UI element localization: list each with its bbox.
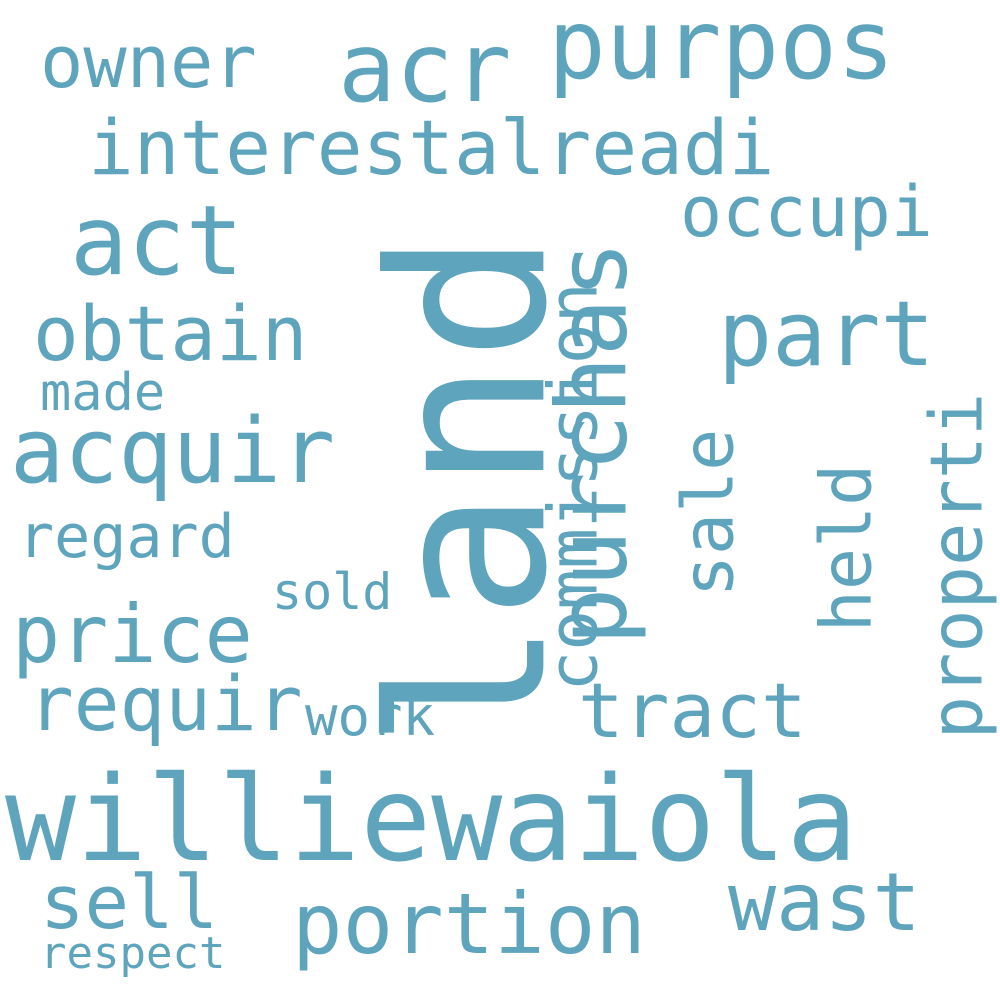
word-acr: acr [338, 12, 512, 124]
word-act: act [70, 185, 244, 297]
word-sale: sale [667, 428, 750, 598]
word-interestalreadi: interestalreadi [88, 103, 775, 192]
word-price: price [12, 588, 253, 681]
word-work: work [305, 685, 436, 748]
word-properti: properti [914, 392, 999, 740]
word-owner: owner [40, 20, 257, 104]
word-portion: portion [292, 875, 647, 973]
word-acquir: acquir [10, 399, 336, 504]
word-held: held [805, 463, 888, 633]
word-purpos: purpos [548, 0, 895, 101]
word-respect: respect [40, 928, 226, 979]
word-regard: regard [18, 502, 235, 572]
word-occupi: occupi [680, 171, 933, 253]
word-tract: tract [578, 666, 807, 755]
word-requir: requir [28, 659, 303, 748]
word-part: part [718, 282, 935, 387]
word-commission: commission [534, 282, 614, 692]
word-wast: wast [728, 856, 921, 949]
word-sold: sold [272, 563, 393, 621]
word-obtain: obtain [33, 289, 308, 378]
word-williewaiola: williewaiola [5, 750, 858, 888]
word-sell: sell [40, 860, 219, 946]
word-made: made [40, 363, 166, 423]
